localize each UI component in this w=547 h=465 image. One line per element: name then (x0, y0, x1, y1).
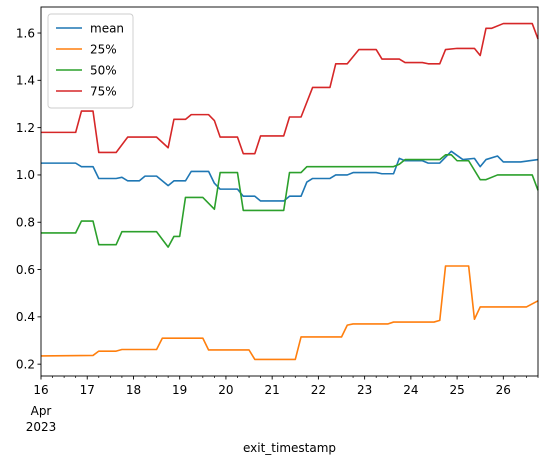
series-layer (40, 22, 539, 361)
x-tick-label: 23 (357, 383, 372, 397)
series-line-2 (41, 154, 539, 248)
x-tick-label: 16 (33, 383, 48, 397)
x-tick-label: 24 (403, 383, 418, 397)
plot-frame (40, 6, 539, 377)
legend-label-3: 75% (90, 85, 117, 99)
legend-label-1: 25% (90, 43, 117, 57)
legend: mean 25% 50% 75% (47, 13, 134, 109)
y-axis: 0.2 0.4 0.6 0.8 1.0 1.2 1.4 1.6 (16, 26, 41, 371)
y-tick-label: 0.6 (16, 263, 35, 277)
y-tick-label: 0.8 (16, 216, 35, 230)
series-line-1 (40, 265, 539, 361)
y-tick-label: 1.6 (16, 26, 35, 40)
series-line-3 (41, 22, 539, 155)
y-tick-label: 0.2 (16, 357, 35, 371)
y-tick-label: 1.2 (16, 121, 35, 135)
legend-label-2: 50% (90, 64, 117, 78)
x-tick-sublabel-year: 2023 (26, 420, 57, 434)
x-tick-sublabel-month: Apr (31, 404, 52, 418)
x-tick-label: 17 (80, 383, 95, 397)
x-axis: 16 17 18 19 20 21 22 23 24 25 26 (33, 376, 539, 397)
y-tick-label: 1.0 (16, 168, 35, 182)
legend-label-0: mean (90, 22, 124, 36)
x-tick-label: 20 (218, 383, 233, 397)
x-tick-label: 22 (311, 383, 326, 397)
x-tick-label: 26 (496, 383, 511, 397)
legend-box (47, 13, 134, 109)
x-tick-label: 21 (265, 383, 280, 397)
x-tick-label: 18 (126, 383, 141, 397)
y-tick-label: 1.4 (16, 74, 35, 88)
x-axis-label: exit_timestamp (243, 441, 336, 455)
x-tick-label: 19 (172, 383, 187, 397)
y-tick-label: 0.4 (16, 310, 35, 324)
series-line-0 (41, 150, 539, 202)
x-tick-label: 25 (449, 383, 464, 397)
